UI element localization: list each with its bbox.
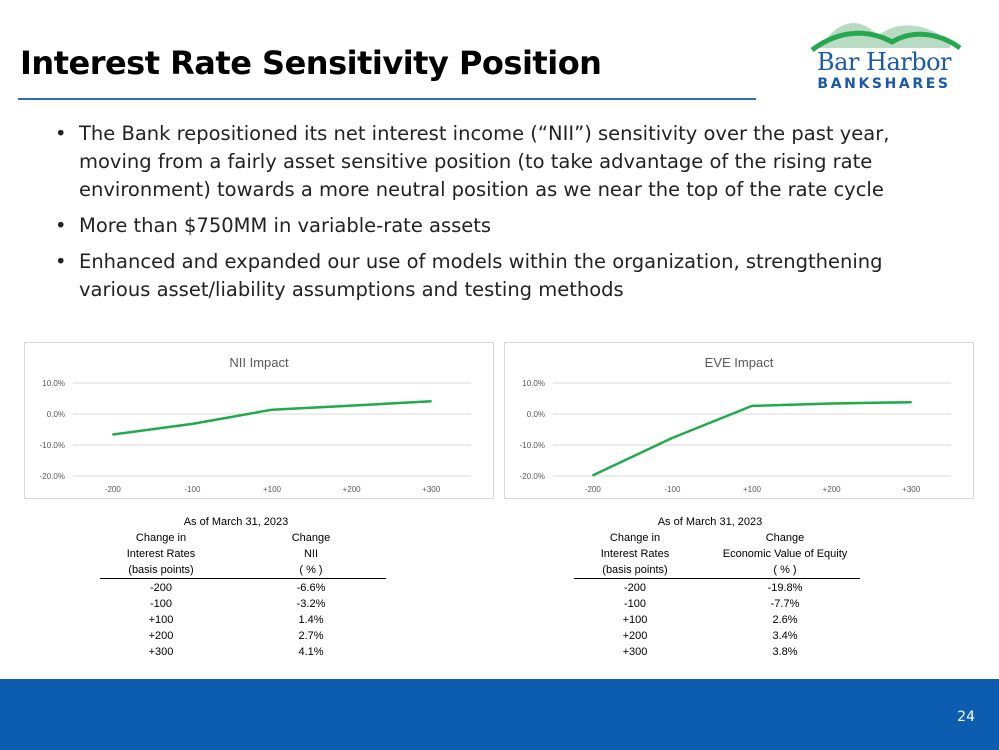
bullet-text: The Bank repositioned its net interest i… [79, 122, 890, 201]
data-point [671, 437, 674, 439]
header-line: (basis points) [602, 564, 668, 576]
x-tick-label: +200 [823, 485, 842, 494]
table-cell: 4.1% [298, 646, 324, 658]
table-cell: +300 [148, 646, 174, 658]
chart-svg: NII Impact 10.0% 0.0% -10.0% -20.0% -200 -100 +… [40, 355, 471, 494]
table-header-value-change: Change Economic Value of Equity ( % ) [710, 530, 860, 578]
table-as-of-date: As of March 31, 2023 [183, 516, 289, 528]
bullet-text: Enhanced and expanded our use of models … [79, 250, 883, 301]
bullet-list: • The Bank repositioned its net interest … [55, 120, 935, 312]
data-point [910, 401, 912, 404]
table-cell: 2.7% [298, 630, 324, 642]
bullet-marker: • [55, 250, 67, 273]
table-cell: +200 [622, 630, 648, 642]
data-point [271, 408, 273, 411]
series-line [592, 400, 912, 477]
x-tick-label: -100 [664, 485, 681, 494]
header-line: Interest Rates [126, 548, 196, 560]
header-line: (basis points) [128, 564, 194, 576]
data-point [830, 402, 833, 405]
page-number: 24 [957, 709, 975, 725]
table-cell: -100 [623, 598, 647, 610]
table-cell: -6.6% [296, 582, 326, 594]
table-cell: 3.4% [772, 630, 798, 642]
header-line: Change in [609, 532, 661, 544]
nii-impact-chart: NII Impact 10.0% 0.0% -10.0% -20.0% -200 -100 +… [24, 342, 494, 499]
y-tick-label: -10.0% [520, 441, 545, 450]
page-title: Interest Rate Sensitivity Position [20, 44, 602, 82]
data-point [191, 423, 194, 425]
table-as-of-date: As of March 31, 2023 [657, 516, 763, 528]
table-header-rule [574, 578, 860, 579]
table-cell: -200 [149, 582, 173, 594]
bullet-item: • More than $750MM in variable-rate asset… [55, 212, 935, 240]
x-tick-label: +300 [902, 485, 921, 494]
table-header-rate-change: Change in Interest Rates (basis points) [86, 530, 236, 578]
x-tick-label: -200 [585, 485, 602, 494]
bullet-marker: • [55, 214, 67, 237]
mountain-logo-icon [810, 23, 962, 53]
table-cell: -100 [149, 598, 173, 610]
table-cell: +100 [148, 614, 174, 626]
y-tick-label: -20.0% [520, 472, 545, 481]
header-line: Economic Value of Equity [722, 548, 848, 560]
y-tick-label: 10.0% [522, 379, 545, 388]
header-line: ( % ) [773, 564, 797, 576]
table-cell: 3.8% [772, 646, 798, 658]
table-cell: +100 [622, 614, 648, 626]
header-line: Change in [135, 532, 187, 544]
bullet-marker: • [55, 122, 67, 145]
table-cell: 1.4% [298, 614, 324, 626]
logo-text-bottom: BANKSHARES [817, 76, 951, 92]
table-cell: +300 [622, 646, 648, 658]
bullet-item: • Enhanced and expanded our use of models… [55, 248, 935, 304]
table-cell: +200 [148, 630, 174, 642]
table-header-rule [100, 578, 386, 579]
bullet-text: More than $750MM in variable-rate assets [79, 214, 492, 237]
table-cell: -7.7% [770, 598, 800, 610]
y-tick-label: -10.0% [40, 441, 65, 450]
table-header-rate-change: Change in Interest Rates (basis points) [560, 530, 710, 578]
company-logo: Bar Harbor BANKSHARES [800, 14, 968, 96]
y-tick-label: -20.0% [40, 472, 65, 481]
title-underline [18, 98, 756, 100]
table-cell: -200 [623, 582, 647, 594]
header-line: Change [291, 532, 331, 544]
header-line: Interest Rates [600, 548, 670, 560]
logo-text-top: Bar Harbor [816, 48, 952, 76]
table-cell: 2.6% [772, 614, 798, 626]
header-line: Change [765, 532, 805, 544]
data-point [350, 404, 353, 407]
data-point [112, 433, 114, 436]
x-tick-label: +300 [422, 485, 441, 494]
table-cell: -19.8% [767, 582, 803, 594]
x-tick-label: +100 [743, 485, 762, 494]
header-line: ( % ) [299, 564, 323, 576]
data-point [430, 400, 433, 403]
data-point [592, 474, 594, 477]
data-point [751, 405, 753, 407]
x-tick-label: -200 [105, 485, 122, 494]
bullet-item: • The Bank repositioned its net interest … [55, 120, 935, 204]
header-line: NII [303, 548, 319, 560]
series-line [112, 400, 432, 436]
table-header-value-change: Change NII ( % ) [236, 530, 386, 578]
x-tick-label: +100 [263, 485, 282, 494]
x-tick-label: -100 [184, 485, 201, 494]
x-tick-label: +200 [343, 485, 362, 494]
chart-title: NII Impact [229, 355, 289, 370]
chart-svg: EVE Impact 10.0% 0.0% -10.0% -20.0% -200 -100 +… [520, 355, 951, 494]
y-tick-label: 0.0% [47, 410, 65, 419]
y-tick-label: 10.0% [42, 379, 65, 388]
table-cell: -3.2% [296, 598, 326, 610]
footer-bar: 24 [0, 679, 999, 750]
chart-title: EVE Impact [705, 355, 774, 370]
eve-impact-chart: EVE Impact 10.0% 0.0% -10.0% -20.0% -200 -100 +… [504, 342, 974, 499]
y-tick-label: 0.0% [527, 410, 545, 419]
